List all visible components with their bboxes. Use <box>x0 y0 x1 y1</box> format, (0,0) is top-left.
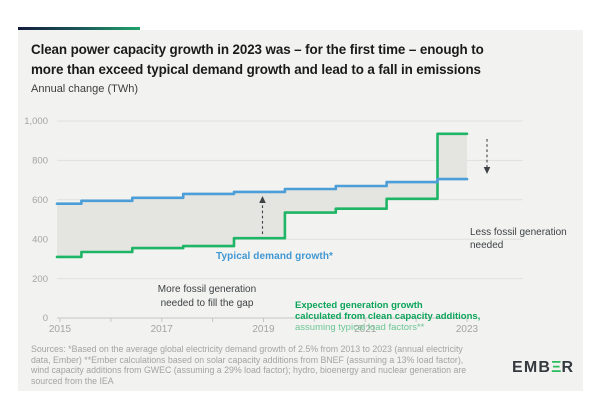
sources-line: wind capacity additions from GWEC (assum… <box>31 365 467 376</box>
ember-logo-suffix: R <box>561 359 575 376</box>
x-axis-labels: 2015 2017 2019 2021 2023 <box>49 324 479 335</box>
svg-text:2021: 2021 <box>354 324 377 335</box>
step-chart: 1,000 800 600 400 200 0 2015 2017 2019 2021 2023 <box>24 116 523 335</box>
svg-text:0: 0 <box>43 313 48 324</box>
gap-up-arrow <box>259 196 266 234</box>
demand-growth-label: Typical demand growth* <box>216 251 334 262</box>
sources-line: Sources: *Based on the average global el… <box>31 344 463 354</box>
clean-growth-label: Expected generation growth calculated fr… <box>295 300 481 334</box>
chart-subtitle: Annual change (TWh) <box>31 83 138 95</box>
ember-logo-green-e-icon: Ξ <box>551 359 562 376</box>
sources-line: sourced from the IEA <box>31 375 114 386</box>
sources-note: Sources: *Based on the average global el… <box>31 344 501 386</box>
demand-growth-line <box>55 177 469 205</box>
svg-text:400: 400 <box>32 234 48 245</box>
svg-text:2019: 2019 <box>252 324 275 335</box>
gap-down-arrow <box>483 139 491 174</box>
ember-logo-prefix: EMB <box>512 359 552 376</box>
chart-title-line1: Clean power capacity growth in 2023 was … <box>31 42 484 57</box>
svg-text:200: 200 <box>32 274 48 285</box>
more-fossil-label: More fossil generation needed to fill th… <box>157 284 257 309</box>
chart-title-line2: more than exceed typical demand growth a… <box>31 62 481 77</box>
chart-area: 1,000 800 600 400 200 0 2015 2017 2019 2021 2023 … <box>18 110 583 345</box>
less-fossil-label: Less fossil generation needed <box>470 227 567 251</box>
svg-text:2023: 2023 <box>456 324 479 335</box>
y-axis-labels: 1,000 800 600 400 200 0 <box>24 116 48 324</box>
chart-title: Clean power capacity growth in 2023 was … <box>31 40 583 80</box>
clean-generation-line <box>55 132 469 259</box>
svg-text:600: 600 <box>32 195 48 206</box>
svg-text:800: 800 <box>32 156 48 167</box>
svg-text:2015: 2015 <box>49 324 72 335</box>
svg-text:2017: 2017 <box>151 324 174 335</box>
x-axis <box>57 317 468 322</box>
chart-card: Clean power capacity growth in 2023 was … <box>18 30 583 391</box>
svg-text:1,000: 1,000 <box>24 116 48 127</box>
gap-band-fill <box>57 133 467 257</box>
ember-logo: EMBΞR <box>512 359 574 377</box>
sources-line: data, Ember) **Ember calculations based … <box>31 354 464 365</box>
brand-accent-bar <box>18 27 140 30</box>
